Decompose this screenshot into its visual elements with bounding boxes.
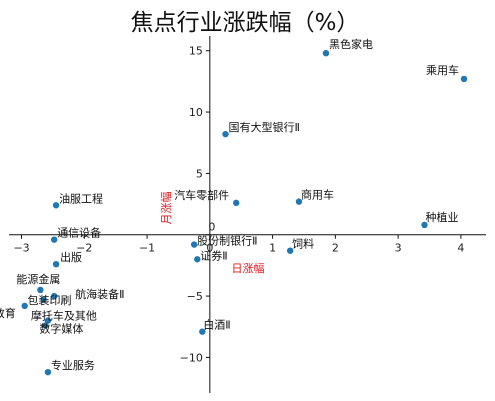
data-point — [44, 317, 52, 324]
data-point — [52, 260, 60, 268]
x-tick-label: −2 — [76, 242, 92, 255]
x-tick-label: 1 — [269, 242, 276, 255]
data-label: 乘用车 — [426, 63, 459, 77]
x-tick-label: −3 — [13, 242, 29, 255]
x-tick-label: 2 — [332, 242, 339, 255]
data-label: 专业服务 — [51, 358, 95, 372]
data-label: 油服工程 — [59, 191, 103, 205]
data-point — [199, 328, 206, 335]
data-point — [52, 202, 60, 209]
data-point — [40, 296, 47, 303]
data-label: 汽车零部件 — [174, 188, 229, 202]
y-tick-label: −10 — [180, 351, 203, 364]
data-point — [42, 322, 49, 329]
data-label: 饲料 — [292, 237, 314, 251]
data-point — [421, 221, 428, 229]
x-tick-label: 3 — [395, 242, 402, 255]
y-tick-label: 15 — [189, 45, 203, 58]
x-tick-label: 0 — [206, 242, 213, 255]
data-point — [286, 247, 294, 254]
data-point — [190, 241, 198, 248]
x-axis-label: 日涨幅 — [232, 262, 265, 275]
data-label: 证券Ⅱ — [200, 248, 227, 262]
x-tick-label: −1 — [139, 242, 155, 255]
data-point — [295, 198, 303, 205]
data-label: 数字媒体 — [39, 322, 83, 336]
data-label: 白酒Ⅱ — [203, 318, 230, 332]
data-point — [460, 75, 468, 83]
data-point — [21, 302, 28, 310]
data-point — [50, 292, 58, 300]
origin-tick-label: 0 — [208, 221, 215, 234]
data-point — [37, 286, 44, 294]
data-point — [322, 49, 330, 57]
y-axis-label: 月涨幅 — [160, 192, 173, 225]
data-label: 黑色家电 — [329, 37, 373, 51]
y-tick-label: 5 — [196, 167, 203, 180]
x-tick-label: 4 — [457, 242, 464, 255]
data-label: 商用车 — [301, 188, 334, 202]
chart-title: 焦点行业涨跌幅（%） — [131, 10, 360, 36]
data-label: 摩托车及其他 — [31, 309, 97, 323]
data-points — [21, 49, 468, 376]
data-point — [222, 130, 229, 138]
data-point — [194, 256, 201, 263]
data-point — [233, 199, 240, 207]
y-tick-label: −5 — [187, 290, 203, 303]
data-label: 国有大型银行Ⅱ — [229, 120, 300, 134]
data-label: 通信设备 — [57, 226, 101, 240]
data-label: 包装印刷 — [28, 294, 72, 307]
data-label: 股份制银行Ⅱ — [197, 234, 257, 248]
axes — [9, 36, 486, 393]
data-label: 种植业 — [425, 210, 458, 224]
data-label: 出版 — [60, 250, 82, 264]
data-point — [50, 236, 58, 243]
data-label: 教育 — [0, 306, 16, 320]
data-label: 航海装备Ⅱ — [75, 287, 124, 301]
y-tick-label: 10 — [189, 106, 203, 119]
data-point — [44, 368, 52, 376]
data-label: 能源金属 — [16, 272, 60, 286]
